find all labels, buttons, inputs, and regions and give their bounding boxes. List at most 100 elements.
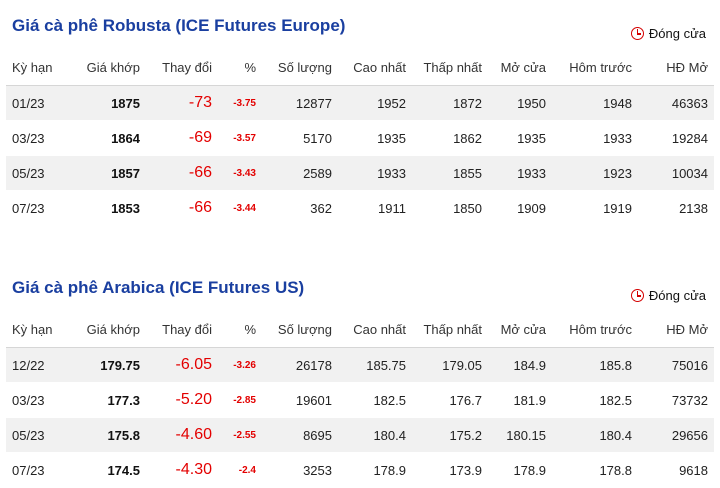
percent-cell: -3.57 bbox=[218, 120, 262, 156]
table-row: 03/23 1864 -69 -3.57 5170 1935 1862 1935 1933 192… bbox=[6, 120, 714, 156]
high-cell: 1911 bbox=[338, 190, 412, 226]
status-label: Đóng cửa bbox=[648, 288, 706, 303]
column-header: Thay đổi bbox=[146, 311, 218, 348]
column-header: % bbox=[218, 49, 262, 86]
change-cell: -69 bbox=[146, 120, 218, 156]
column-header: Kỳ hạn bbox=[6, 49, 78, 86]
column-header: Số lượng bbox=[262, 49, 338, 86]
table-row: 07/23 1853 -66 -3.44 362 1911 1850 1909 1919 2138 bbox=[6, 190, 714, 226]
volume-cell: 8695 bbox=[262, 417, 338, 453]
table-header-row: Kỳ hạn Giá khớp Thay đổi% Số lượng Cao nhất T… bbox=[6, 311, 714, 348]
percent-cell: -3.75 bbox=[218, 85, 262, 121]
table-row: 05/23 175.8 -4.60 -2.55 8695 180.4 175.2 180.15… bbox=[6, 417, 714, 453]
previous-cell: 1919 bbox=[552, 190, 638, 226]
term-cell: 12/22 bbox=[6, 347, 78, 383]
price-cell: 1875 bbox=[78, 85, 146, 121]
column-header: Cao nhất bbox=[338, 49, 412, 86]
change-cell: -4.30 bbox=[146, 452, 218, 488]
low-cell: 175.2 bbox=[412, 417, 488, 453]
column-header: Mở cửa bbox=[488, 49, 552, 86]
percent-cell: -3.43 bbox=[218, 155, 262, 191]
arabica-status: Đóng cửa bbox=[630, 288, 706, 303]
change-cell: -4.60 bbox=[146, 417, 218, 453]
high-cell: 1933 bbox=[338, 155, 412, 191]
high-cell: 182.5 bbox=[338, 382, 412, 418]
volume-cell: 19601 bbox=[262, 382, 338, 418]
volume-cell: 362 bbox=[262, 190, 338, 226]
price-cell: 1853 bbox=[78, 190, 146, 226]
low-cell: 176.7 bbox=[412, 382, 488, 418]
high-cell: 1935 bbox=[338, 120, 412, 156]
term-cell: 03/23 bbox=[6, 120, 78, 156]
percent-cell: -2.85 bbox=[218, 382, 262, 418]
low-cell: 1855 bbox=[412, 155, 488, 191]
price-cell: 177.3 bbox=[78, 382, 146, 418]
percent-cell: -3.44 bbox=[218, 190, 262, 226]
high-cell: 185.75 bbox=[338, 347, 412, 383]
low-cell: 179.05 bbox=[412, 347, 488, 383]
table-row: 07/23 174.5 -4.30 -2.4 3253 178.9 173.9 178.9 17… bbox=[6, 452, 714, 488]
change-cell: -66 bbox=[146, 155, 218, 191]
previous-cell: 178.8 bbox=[552, 452, 638, 488]
column-header: Mở cửa bbox=[488, 311, 552, 348]
high-cell: 180.4 bbox=[338, 417, 412, 453]
price-cell: 1864 bbox=[78, 120, 146, 156]
open-interest-cell: 46363 bbox=[638, 85, 714, 121]
open-cell: 1909 bbox=[488, 190, 552, 226]
low-cell: 1872 bbox=[412, 85, 488, 121]
status-label: Đóng cửa bbox=[648, 26, 706, 41]
arabica-title: Giá cà phê Arabica (ICE Futures US) bbox=[12, 278, 305, 297]
percent-cell: -2.55 bbox=[218, 417, 262, 453]
open-interest-cell: 73732 bbox=[638, 382, 714, 418]
percent-cell: -3.26 bbox=[218, 347, 262, 383]
term-cell: 03/23 bbox=[6, 382, 78, 418]
previous-cell: 1933 bbox=[552, 120, 638, 156]
high-cell: 1952 bbox=[338, 85, 412, 121]
term-cell: 05/23 bbox=[6, 417, 78, 453]
column-header: HĐ Mở bbox=[638, 311, 714, 348]
open-interest-cell: 9618 bbox=[638, 452, 714, 488]
table-row: 03/23 177.3 -5.20 -2.85 19601 182.5 176.7 181.9… bbox=[6, 382, 714, 418]
arabica-price-table: Kỳ hạn Giá khớp Thay đổi% Số lượng Cao nhất T… bbox=[6, 311, 714, 488]
term-cell: 07/23 bbox=[6, 190, 78, 226]
table-row: 01/23 1875 -73 -3.75 12877 1952 1872 1950 1948 46… bbox=[6, 85, 714, 121]
robusta-title: Giá cà phê Robusta (ICE Futures Europe) bbox=[12, 16, 346, 35]
open-cell: 181.9 bbox=[488, 382, 552, 418]
low-cell: 173.9 bbox=[412, 452, 488, 488]
volume-cell: 2589 bbox=[262, 155, 338, 191]
price-cell: 179.75 bbox=[78, 347, 146, 383]
change-cell: -73 bbox=[146, 85, 218, 121]
column-header: Hôm trước bbox=[552, 311, 638, 348]
previous-cell: 180.4 bbox=[552, 417, 638, 453]
open-interest-cell: 75016 bbox=[638, 347, 714, 383]
open-interest-cell: 10034 bbox=[638, 155, 714, 191]
volume-cell: 12877 bbox=[262, 85, 338, 121]
open-interest-cell: 29656 bbox=[638, 417, 714, 453]
robusta-status: Đóng cửa bbox=[630, 26, 706, 41]
volume-cell: 26178 bbox=[262, 347, 338, 383]
price-cell: 1857 bbox=[78, 155, 146, 191]
clock-icon bbox=[630, 27, 644, 40]
open-interest-cell: 19284 bbox=[638, 120, 714, 156]
column-header: Hôm trước bbox=[552, 49, 638, 86]
previous-cell: 1948 bbox=[552, 85, 638, 121]
price-cell: 174.5 bbox=[78, 452, 146, 488]
term-cell: 01/23 bbox=[6, 85, 78, 121]
column-header: % bbox=[218, 311, 262, 348]
open-interest-cell: 2138 bbox=[638, 190, 714, 226]
table-header-row: Kỳ hạn Giá khớp Thay đổi% Số lượng Cao nhất T… bbox=[6, 49, 714, 86]
column-header: Cao nhất bbox=[338, 311, 412, 348]
open-cell: 1950 bbox=[488, 85, 552, 121]
percent-cell: -2.4 bbox=[218, 452, 262, 488]
table-row: 12/22 179.75 -6.05 -3.26 26178 185.75 179.05 18… bbox=[6, 347, 714, 383]
column-header: Thấp nhất bbox=[412, 49, 488, 86]
column-header: HĐ Mở bbox=[638, 49, 714, 86]
change-cell: -6.05 bbox=[146, 347, 218, 383]
volume-cell: 3253 bbox=[262, 452, 338, 488]
open-cell: 178.9 bbox=[488, 452, 552, 488]
previous-cell: 185.8 bbox=[552, 347, 638, 383]
column-header: Số lượng bbox=[262, 311, 338, 348]
change-cell: -66 bbox=[146, 190, 218, 226]
robusta-price-table: Kỳ hạn Giá khớp Thay đổi% Số lượng Cao nhất T… bbox=[6, 49, 714, 226]
previous-cell: 182.5 bbox=[552, 382, 638, 418]
